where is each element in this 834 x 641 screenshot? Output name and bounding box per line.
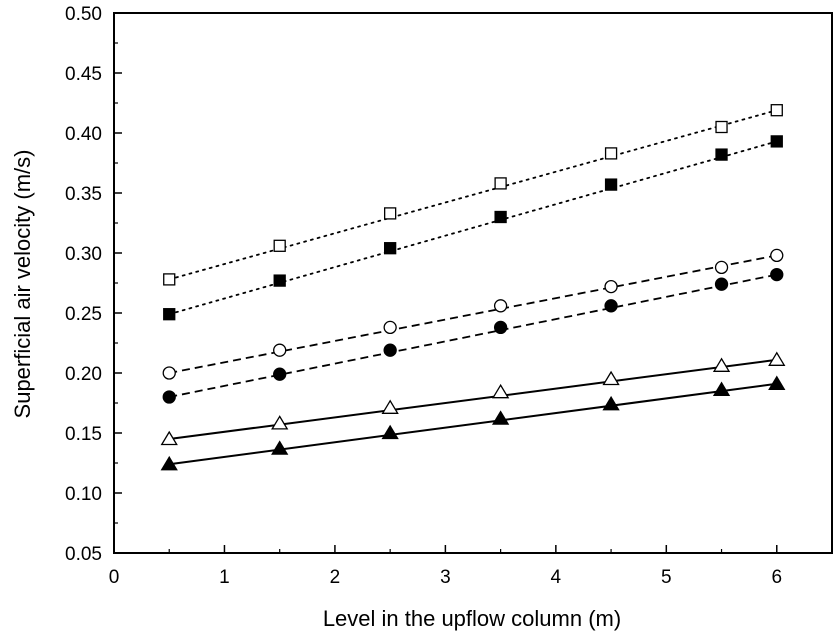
data-point-triangle	[491, 410, 510, 425]
series-1	[163, 104, 783, 286]
data-point-circle	[604, 279, 618, 294]
data-point-square	[604, 178, 618, 191]
y-tick-label: 0.20	[65, 364, 102, 385]
data-point-triangle	[768, 375, 786, 390]
data-point-circle	[162, 366, 176, 380]
y-tick-label: 0.50	[65, 4, 102, 25]
data-point-square	[770, 104, 783, 117]
data-point-circle	[604, 299, 618, 313]
y-tick-label: 0.10	[65, 484, 102, 505]
series-line	[168, 140, 778, 316]
data-point-square	[715, 120, 728, 134]
data-point-triangle	[712, 357, 731, 372]
data-point-square	[494, 210, 507, 224]
data-point-circle	[493, 299, 508, 313]
data-point-circle	[714, 260, 729, 275]
data-point-triangle	[160, 430, 178, 446]
data-point-circle	[162, 390, 176, 404]
data-point-square	[715, 148, 728, 161]
data-point-circle	[383, 320, 397, 335]
x-tick-label: 5	[661, 567, 672, 588]
data-point-circle	[770, 267, 784, 282]
data-point-square	[163, 273, 176, 286]
data-point-triangle	[602, 370, 620, 386]
data-point-triangle	[271, 440, 289, 455]
data-point-square	[273, 274, 286, 287]
data-point-square	[604, 147, 618, 160]
y-tick-label: 0.15	[65, 424, 102, 445]
axes: 0 1 2 3 4 5 6 0.05 0.10 0.15 0.20 0.25 0.30 0.35 0.40 0…	[65, 4, 833, 588]
data-point-triangle	[271, 415, 289, 430]
data-point-square	[494, 177, 507, 190]
data-point-triangle	[160, 455, 178, 471]
data-point-circle	[493, 320, 508, 335]
data-point-circle	[714, 277, 729, 291]
y-tick-label: 0.40	[65, 124, 102, 145]
data-point-circle	[770, 248, 784, 263]
series-line	[169, 382, 777, 466]
data-point-triangle	[381, 399, 399, 414]
data-point-square	[384, 207, 397, 220]
x-tick-label: 0	[109, 567, 120, 588]
series-3	[162, 248, 784, 380]
series-layer	[160, 104, 786, 471]
data-point-triangle	[768, 351, 786, 366]
series-5	[160, 351, 786, 446]
series-2	[163, 135, 783, 321]
y-tick-label: 0.05	[65, 544, 102, 565]
data-point-square	[770, 135, 783, 148]
data-point-square	[163, 308, 176, 321]
x-tick-label: 1	[219, 567, 230, 588]
data-point-square	[384, 242, 397, 255]
data-point-triangle	[491, 383, 510, 399]
data-point-circle	[273, 343, 287, 357]
series-4	[162, 267, 784, 404]
x-axis-title: Level in the upflow column (m)	[323, 606, 621, 631]
data-point-square	[273, 239, 286, 252]
data-point-circle	[383, 343, 397, 357]
data-point-circle	[273, 367, 287, 381]
series-line	[169, 273, 777, 398]
series-line	[168, 109, 778, 281]
x-tick-label: 2	[330, 567, 341, 588]
y-axis-title: Superficial air velocity (m/s)	[10, 150, 35, 419]
series-line	[169, 254, 777, 374]
x-tick-label: 3	[440, 567, 451, 588]
y-tick-label: 0.35	[65, 184, 102, 205]
y-tick-label: 0.30	[65, 244, 102, 265]
x-tick-label: 4	[551, 567, 562, 588]
data-point-triangle	[602, 395, 620, 411]
data-point-triangle	[381, 424, 399, 440]
y-tick-label: 0.25	[65, 304, 102, 325]
data-point-triangle	[712, 381, 731, 396]
x-tick-label: 6	[771, 567, 782, 588]
series-line	[169, 358, 777, 440]
y-tick-label: 0.45	[65, 64, 102, 85]
series-6	[160, 375, 786, 471]
